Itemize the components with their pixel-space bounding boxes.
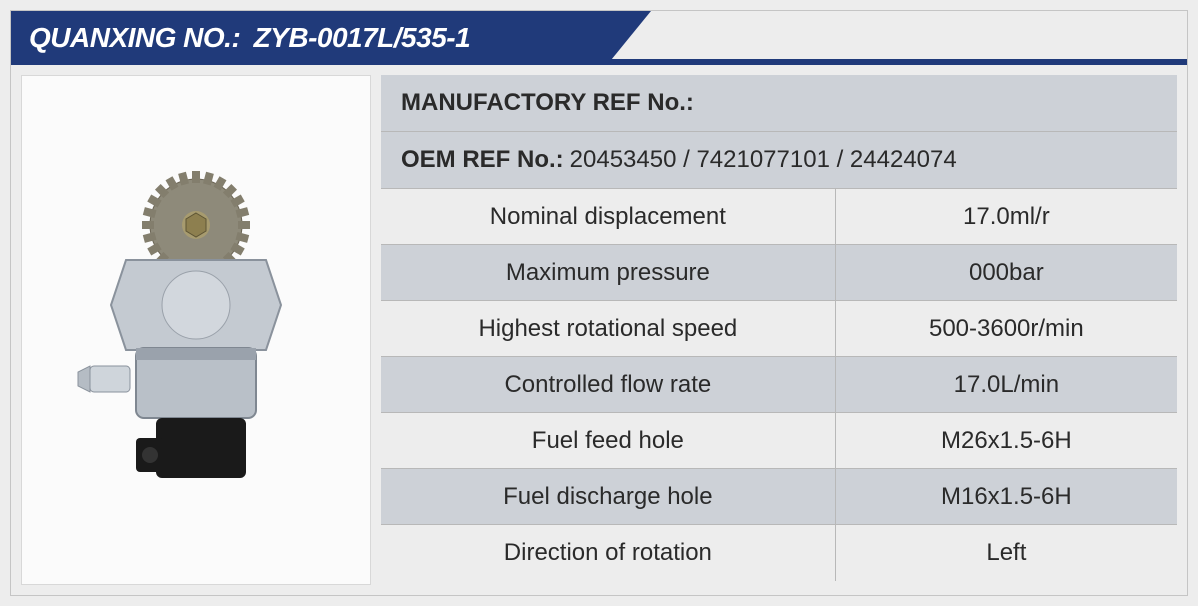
spec-label: Nominal displacement — [381, 189, 836, 244]
spec-value: M16x1.5-6H — [836, 469, 1177, 524]
spec-row-0: Nominal displacement 17.0ml/r — [381, 189, 1177, 245]
spec-label: Fuel discharge hole — [381, 469, 836, 524]
spec-value: 17.0L/min — [836, 357, 1177, 412]
oem-ref-value: 20453450 / 7421077101 / 24424074 — [570, 146, 957, 174]
oem-ref-label: OEM REF No.: — [401, 146, 564, 174]
oem-ref-row: OEM REF No.: 20453450 / 7421077101 / 244… — [381, 132, 1177, 189]
spec-row-5: Fuel discharge hole M16x1.5-6H — [381, 469, 1177, 525]
spec-value: Left — [836, 525, 1177, 581]
header-value: ZYB-0017L/535-1 — [254, 22, 471, 53]
product-image-box — [21, 75, 371, 585]
manufactory-ref-row: MANUFACTORY REF No.: — [381, 75, 1177, 132]
spec-value: 500-3600r/min — [836, 301, 1177, 356]
spec-label: Highest rotational speed — [381, 301, 836, 356]
spec-label: Maximum pressure — [381, 245, 836, 300]
spec-table: MANUFACTORY REF No.: OEM REF No.: 204534… — [381, 75, 1177, 585]
spec-row-2: Highest rotational speed 500-3600r/min — [381, 301, 1177, 357]
spec-value: 000bar — [836, 245, 1177, 300]
spec-value: M26x1.5-6H — [836, 413, 1177, 468]
power-steering-pump-icon — [66, 170, 326, 490]
card-header: QUANXING NO.: ZYB-0017L/535-1 — [11, 11, 1187, 65]
spec-row-3: Controlled flow rate 17.0L/min — [381, 357, 1177, 413]
product-spec-card: QUANXING NO.: ZYB-0017L/535-1 — [10, 10, 1188, 596]
spec-value: 17.0ml/r — [836, 189, 1177, 244]
spec-label: Fuel feed hole — [381, 413, 836, 468]
header-title: QUANXING NO.: ZYB-0017L/535-1 — [11, 22, 470, 54]
spec-row-1: Maximum pressure 000bar — [381, 245, 1177, 301]
spec-label: Controlled flow rate — [381, 357, 836, 412]
card-body: MANUFACTORY REF No.: OEM REF No.: 204534… — [11, 65, 1187, 595]
spec-row-4: Fuel feed hole M26x1.5-6H — [381, 413, 1177, 469]
manufactory-ref-label: MANUFACTORY REF No.: — [401, 89, 694, 117]
spec-label: Direction of rotation — [381, 525, 836, 581]
spec-row-6: Direction of rotation Left — [381, 525, 1177, 581]
header-label: QUANXING NO.: — [29, 22, 240, 53]
